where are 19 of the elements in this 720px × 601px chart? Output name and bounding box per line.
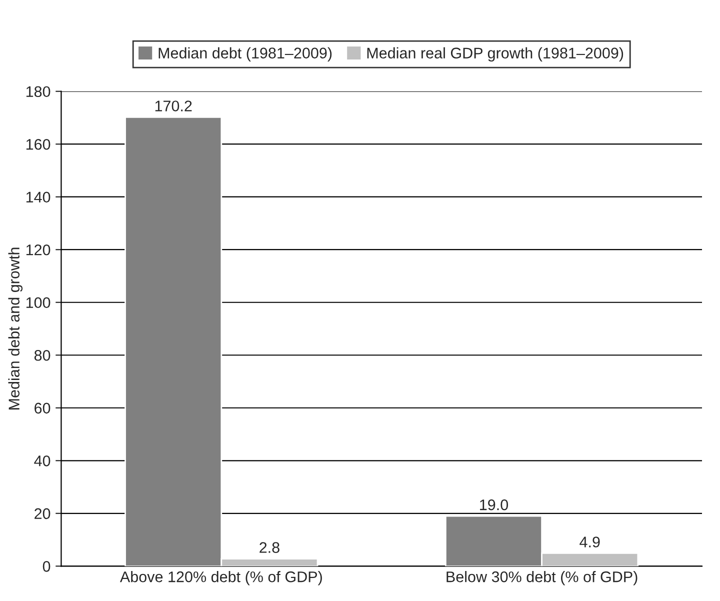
y-tick-label: 180 — [26, 86, 50, 98]
legend-label: Median debt (1981–2009) — [158, 47, 332, 62]
y-tick-label: 160 — [26, 138, 50, 150]
x-tick-label: Below 30% debt (% of GDP) — [446, 571, 638, 586]
y-tick-label: 0 — [42, 561, 50, 572]
y-axis-title: Median debt and growth — [8, 248, 23, 410]
data-label: 19.0 — [480, 499, 508, 510]
y-tick-label: 20 — [34, 508, 50, 520]
y-tick-label: 120 — [26, 244, 50, 256]
data-label: 4.9 — [580, 536, 600, 548]
data-label: 2.8 — [260, 542, 280, 553]
y-tick-label: 80 — [34, 350, 50, 361]
y-tick-label: 100 — [26, 297, 50, 308]
y-tick-label: 60 — [34, 402, 50, 414]
data-label: 170.2 — [155, 100, 192, 112]
legend-label: Median real GDP growth (1981–2009) — [367, 47, 624, 62]
x-tick-label: Above 120% debt (% of GDP) — [120, 571, 322, 586]
y-tick-label: 40 — [34, 456, 50, 466]
y-tick-label: 140 — [26, 192, 50, 203]
